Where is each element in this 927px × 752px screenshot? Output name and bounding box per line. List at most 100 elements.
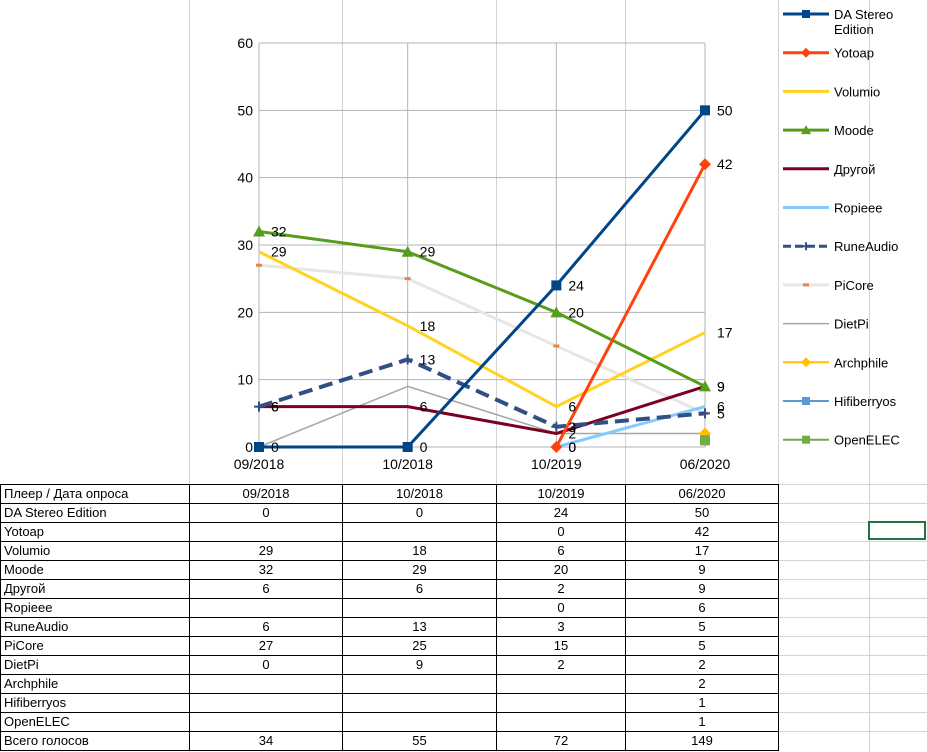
data-label: 0: [420, 439, 428, 455]
data-point: [801, 47, 811, 58]
table-cell[interactable]: [342, 693, 497, 713]
table-cell[interactable]: 24: [496, 503, 626, 523]
table-cell[interactable]: 9: [625, 560, 779, 580]
series-другой: [259, 384, 706, 436]
table-row-label[interactable]: OpenELEC: [0, 712, 190, 732]
table-cell[interactable]: [189, 674, 343, 694]
table-cell[interactable]: 6: [189, 617, 343, 637]
table-cell[interactable]: [342, 522, 497, 542]
table-row: Yotoap 0 42: [0, 522, 779, 542]
table-cell[interactable]: 25: [342, 636, 497, 656]
table-cell[interactable]: 09/2018: [189, 484, 343, 504]
table-cell[interactable]: [189, 693, 343, 713]
table-cell[interactable]: [496, 674, 626, 694]
table-cell[interactable]: 72: [496, 731, 626, 751]
table-cell[interactable]: 0: [496, 522, 626, 542]
table-row: Hifiberryos 1: [0, 693, 779, 713]
data-label: 9: [717, 378, 725, 394]
table-row-label[interactable]: Ropieee: [0, 598, 190, 618]
table-cell[interactable]: 17: [625, 541, 779, 561]
table-row: OpenELEC 1: [0, 712, 779, 732]
y-tick-label: 50: [237, 102, 253, 118]
table-row: RuneAudio 6 13 3 5: [0, 617, 779, 637]
table-row-label[interactable]: DietPi: [0, 655, 190, 675]
table-cell[interactable]: 1: [625, 693, 779, 713]
table-cell[interactable]: 0: [189, 655, 343, 675]
table-row: Всего голосов 34 55 72 149: [0, 731, 779, 751]
table-cell[interactable]: 6: [625, 598, 779, 618]
series-line: [258, 263, 706, 415]
y-tick-label: 10: [237, 372, 253, 388]
table-cell[interactable]: 2: [496, 655, 626, 675]
series-dietpi: [258, 385, 705, 448]
table-cell[interactable]: 0: [189, 503, 343, 523]
table-cell[interactable]: 9: [342, 655, 497, 675]
table-row-label[interactable]: PiCore: [0, 636, 190, 656]
data-label: 32: [271, 224, 287, 240]
table-cell[interactable]: 29: [342, 560, 497, 580]
table-cell[interactable]: 5: [625, 636, 779, 656]
table-cell[interactable]: 9: [625, 579, 779, 599]
table-cell[interactable]: [342, 712, 497, 732]
table-cell[interactable]: 0: [342, 503, 497, 523]
table-row-label[interactable]: Yotoap: [0, 522, 190, 542]
data-point: [551, 421, 562, 432]
table-row-label[interactable]: Archphile: [0, 674, 190, 694]
data-point: [802, 10, 810, 18]
table-cell[interactable]: [496, 712, 626, 732]
table-row-label[interactable]: Всего голосов: [0, 731, 190, 751]
table-cell[interactable]: [342, 674, 497, 694]
table-row-label[interactable]: Moode: [0, 560, 190, 580]
table-cell[interactable]: 6: [189, 579, 343, 599]
table-row-label[interactable]: DA Stereo Edition: [0, 503, 190, 523]
table-row: Archphile 2: [0, 674, 779, 694]
table-cell[interactable]: 2: [496, 579, 626, 599]
data-label: 9: [717, 378, 725, 394]
legend-label: Archphile: [834, 355, 888, 370]
table-cell[interactable]: [496, 693, 626, 713]
table-row-label[interactable]: Volumio: [0, 541, 190, 561]
data-label: 18: [420, 318, 436, 334]
selected-cell[interactable]: [868, 521, 926, 540]
table-cell[interactable]: [189, 598, 343, 618]
table-cell[interactable]: 18: [342, 541, 497, 561]
data-point: [801, 357, 811, 368]
table-cell[interactable]: 3: [496, 617, 626, 637]
series-line: [258, 230, 706, 388]
table-cell[interactable]: [189, 522, 343, 542]
table-cell[interactable]: 27: [189, 636, 343, 656]
table-cell[interactable]: 1: [625, 712, 779, 732]
survey-data-table: Плеер / Дата опроса 09/2018 10/2018 10/2019…: [0, 484, 779, 751]
table-cell[interactable]: 10/2018: [342, 484, 497, 504]
table-cell[interactable]: 5: [625, 617, 779, 637]
table-cell[interactable]: 6: [496, 541, 626, 561]
table-row-label[interactable]: Другой: [0, 579, 190, 599]
table-cell[interactable]: 20: [496, 560, 626, 580]
table-row-label[interactable]: Hifiberryos: [0, 693, 190, 713]
table-cell[interactable]: [342, 598, 497, 618]
table-cell[interactable]: 149: [625, 731, 779, 751]
data-point: [802, 397, 810, 405]
data-label: 5: [717, 405, 725, 421]
table-row-label[interactable]: Плеер / Дата опроса: [0, 484, 190, 504]
table-cell[interactable]: 32: [189, 560, 343, 580]
legend-label: Hifiberryos: [834, 394, 897, 409]
table-cell[interactable]: 10/2019: [496, 484, 626, 504]
table-cell[interactable]: 13: [342, 617, 497, 637]
table-cell[interactable]: [189, 712, 343, 732]
table-cell[interactable]: 55: [342, 731, 497, 751]
legend-item: OpenELEC: [783, 433, 900, 448]
data-label: 0: [568, 439, 576, 455]
table-cell[interactable]: 06/2020: [625, 484, 779, 504]
table-row-label[interactable]: RuneAudio: [0, 617, 190, 637]
table-cell[interactable]: 15: [496, 636, 626, 656]
table-cell[interactable]: 50: [625, 503, 779, 523]
table-cell[interactable]: 29: [189, 541, 343, 561]
table-cell[interactable]: 2: [625, 674, 779, 694]
table-cell[interactable]: 2: [625, 655, 779, 675]
table-cell[interactable]: 34: [189, 731, 343, 751]
table-cell[interactable]: 6: [342, 579, 497, 599]
table-cell[interactable]: 0: [496, 598, 626, 618]
data-label: 17: [717, 325, 733, 341]
table-cell[interactable]: 42: [625, 522, 779, 542]
